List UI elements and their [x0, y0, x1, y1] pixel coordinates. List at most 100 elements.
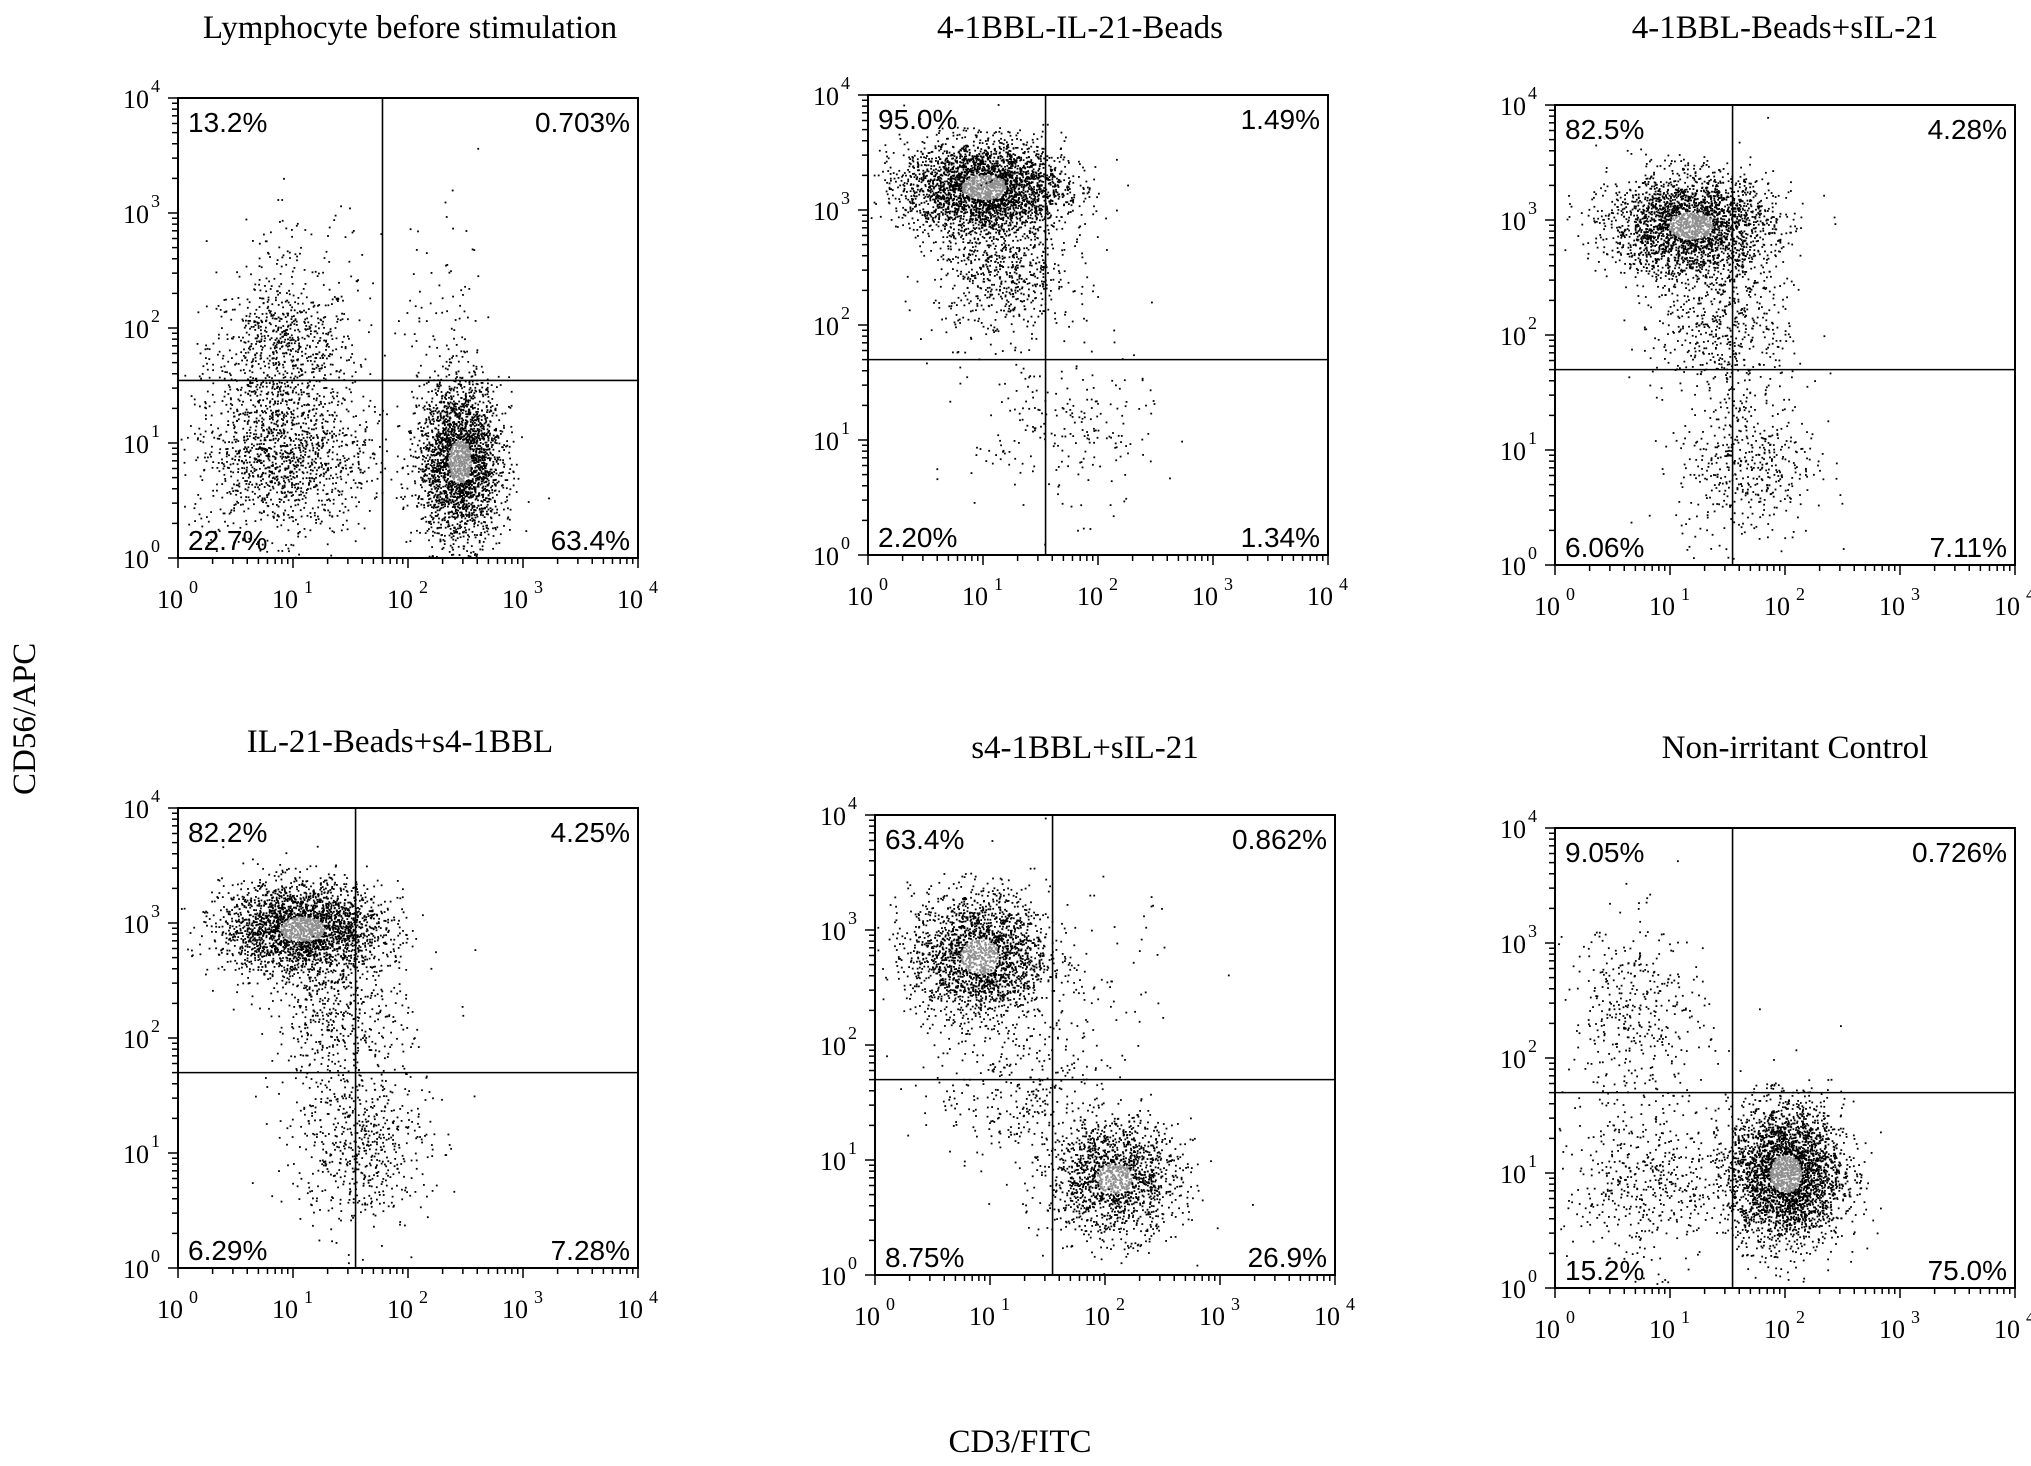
- event-dot: [461, 427, 463, 429]
- event-dot: [246, 489, 249, 492]
- event-dot: [334, 327, 337, 329]
- event-dot: [300, 393, 303, 396]
- event-dot: [265, 454, 268, 457]
- event-dot: [246, 450, 249, 453]
- event-dot: [287, 478, 290, 481]
- event-dot: [336, 453, 339, 456]
- event-dot: [247, 351, 250, 354]
- event-dot: [465, 423, 468, 425]
- event-dot: [482, 541, 485, 543]
- event-dot: [479, 465, 482, 468]
- event-dot: [257, 436, 260, 439]
- event-dot: [427, 463, 430, 465]
- event-dot: [250, 411, 253, 414]
- event-dot: [283, 382, 286, 385]
- event-dot: [486, 489, 488, 491]
- event-dot: [452, 388, 455, 391]
- event-dot: [270, 439, 272, 442]
- event-dot: [228, 386, 231, 388]
- event-dot: [479, 534, 482, 536]
- event-dot: [452, 407, 455, 410]
- event-dot: [292, 294, 295, 297]
- event-dot: [311, 428, 313, 431]
- event-dot: [295, 350, 297, 353]
- event-dot: [289, 336, 291, 339]
- event-dot: [498, 456, 501, 459]
- event-dot: [286, 445, 289, 447]
- event-dot: [509, 508, 512, 511]
- event-dot: [244, 372, 246, 374]
- event-dot: [443, 462, 445, 465]
- event-dot: [254, 353, 257, 356]
- event-dot: [433, 480, 436, 483]
- event-dot: [419, 484, 422, 486]
- event-dot: [237, 440, 240, 442]
- event-dot: [1002, 219, 1005, 222]
- event-dot: [429, 412, 432, 414]
- event-dot: [480, 514, 482, 516]
- event-dot: [210, 451, 213, 454]
- event-dot: [451, 506, 454, 508]
- event-dot: [240, 389, 242, 391]
- x-tick-label-exponent: 1: [304, 577, 313, 597]
- event-dot: [272, 393, 274, 396]
- event-dot: [262, 385, 264, 388]
- event-dot: [286, 345, 289, 348]
- event-dot: [364, 441, 366, 444]
- event-dot: [315, 330, 317, 333]
- event-dot: [358, 447, 361, 450]
- event-dot: [223, 395, 226, 398]
- event-dot: [215, 307, 218, 310]
- event-dot: [275, 362, 277, 364]
- event-dot: [271, 485, 274, 488]
- event-dot: [193, 507, 196, 510]
- event-dot: [460, 432, 463, 435]
- event-dot: [295, 434, 297, 436]
- event-dot: [421, 470, 424, 473]
- event-dot: [472, 456, 475, 458]
- event-dot: [325, 478, 328, 480]
- event-dot: [453, 441, 455, 444]
- event-dot: [287, 324, 290, 327]
- event-dot: [438, 493, 441, 496]
- event-dot: [360, 483, 363, 485]
- event-dot: [324, 374, 326, 376]
- event-dot: [244, 352, 247, 354]
- event-dot: [286, 391, 289, 394]
- event-dot: [260, 382, 263, 384]
- event-dot: [236, 420, 238, 422]
- event-dot: [459, 469, 462, 472]
- event-dot: [353, 455, 356, 458]
- event-dot: [458, 443, 461, 446]
- event-dot: [468, 513, 471, 516]
- event-dot: [293, 416, 296, 419]
- event-dot: [302, 449, 305, 452]
- event-dot: [416, 529, 418, 532]
- event-dot: [206, 390, 209, 393]
- event-dot: [272, 503, 274, 506]
- event-dot: [373, 457, 375, 460]
- event-dot: [212, 369, 214, 372]
- event-dot: [276, 424, 279, 427]
- event-dot: [485, 513, 488, 515]
- event-dot: [491, 405, 494, 407]
- event-dot: [243, 420, 246, 422]
- event-dot: [304, 328, 307, 330]
- event-dot: [225, 448, 228, 450]
- event-dot: [291, 391, 294, 394]
- event-dot: [437, 480, 440, 483]
- event-dot: [494, 439, 497, 441]
- event-dot: [296, 415, 299, 418]
- event-dot: [379, 446, 381, 448]
- event-dot: [402, 508, 405, 510]
- event-dot: [447, 521, 450, 524]
- event-dot: [453, 440, 456, 443]
- event-dot: [480, 512, 483, 514]
- event-dot: [435, 408, 438, 410]
- event-dot: [481, 424, 483, 427]
- event-dot: [473, 396, 476, 399]
- event-dot: [237, 484, 240, 487]
- event-dot: [328, 449, 331, 451]
- event-dot: [234, 363, 236, 366]
- event-dot: [439, 540, 442, 543]
